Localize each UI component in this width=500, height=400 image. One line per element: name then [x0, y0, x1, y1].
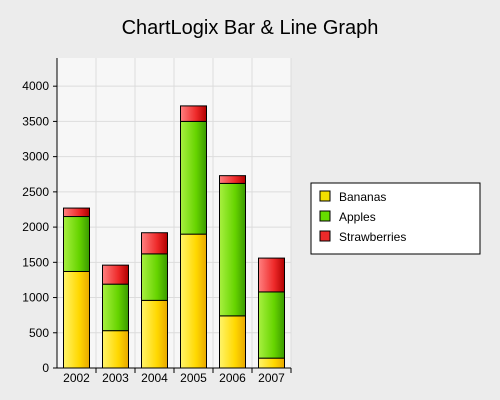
- x-tick-label: 2003: [102, 371, 129, 385]
- y-tick-label: 3000: [22, 150, 49, 164]
- y-tick-label: 2000: [22, 220, 49, 234]
- bar-apples-2003: [102, 283, 129, 332]
- bar-bananas-2002: [63, 270, 90, 369]
- bar-strawberries-2006: [219, 175, 246, 184]
- bar-bananas-2005: [180, 233, 207, 369]
- bars-group: [63, 105, 285, 369]
- y-tick-label: 3500: [22, 114, 49, 128]
- x-axis-ticks: 2002 2003 2004 2005 2006 2007: [63, 368, 292, 385]
- y-tick-label: 1500: [22, 255, 49, 269]
- bar-strawberries-2004: [141, 232, 168, 255]
- bar-bananas-2006: [219, 315, 246, 369]
- bar-apples-2004: [141, 253, 168, 301]
- bar-strawberries-2002: [63, 207, 90, 218]
- x-tick-label: 2002: [63, 371, 90, 385]
- legend-swatch-apples: [319, 210, 331, 222]
- legend-swatch-strawberries: [319, 230, 331, 242]
- y-tick-label: 2500: [22, 185, 49, 199]
- bar-strawberries-2003: [102, 264, 129, 285]
- legend-box: [310, 182, 481, 255]
- y-tick-label: 1000: [22, 291, 49, 305]
- x-tick-label: 2004: [141, 371, 168, 385]
- y-axis-ticks: 0 500 1000 1500 2000 2500 3000 3500 4000: [22, 79, 57, 375]
- bar-strawberries-2007: [258, 257, 285, 293]
- bar-apples-2002: [63, 216, 90, 272]
- legend-swatch-bananas: [319, 190, 331, 202]
- y-tick-label: 0: [42, 361, 49, 375]
- bar-bananas-2007: [258, 357, 285, 369]
- bar-strawberries-2005: [180, 105, 207, 122]
- x-tick-label: 2006: [219, 371, 246, 385]
- bar-apples-2006: [219, 182, 246, 317]
- bar-bananas-2003: [102, 330, 129, 369]
- chart-title: ChartLogix Bar & Line Graph: [122, 17, 379, 39]
- grid-lines: [57, 58, 292, 368]
- x-tick-label: 2005: [180, 371, 207, 385]
- y-tick-label: 4000: [22, 79, 49, 93]
- y-tick-label: 500: [29, 326, 49, 340]
- bar-apples-2005: [180, 120, 207, 235]
- bar-apples-2007: [258, 291, 285, 359]
- bar-bananas-2004: [141, 299, 168, 369]
- legend-label-apples: Apples: [339, 210, 376, 224]
- legend-label-strawberries: Strawberries: [339, 230, 406, 244]
- legend-label-bananas: Bananas: [339, 190, 386, 204]
- legend: Bananas Apples Strawberries: [310, 182, 481, 255]
- x-tick-label: 2007: [258, 371, 285, 385]
